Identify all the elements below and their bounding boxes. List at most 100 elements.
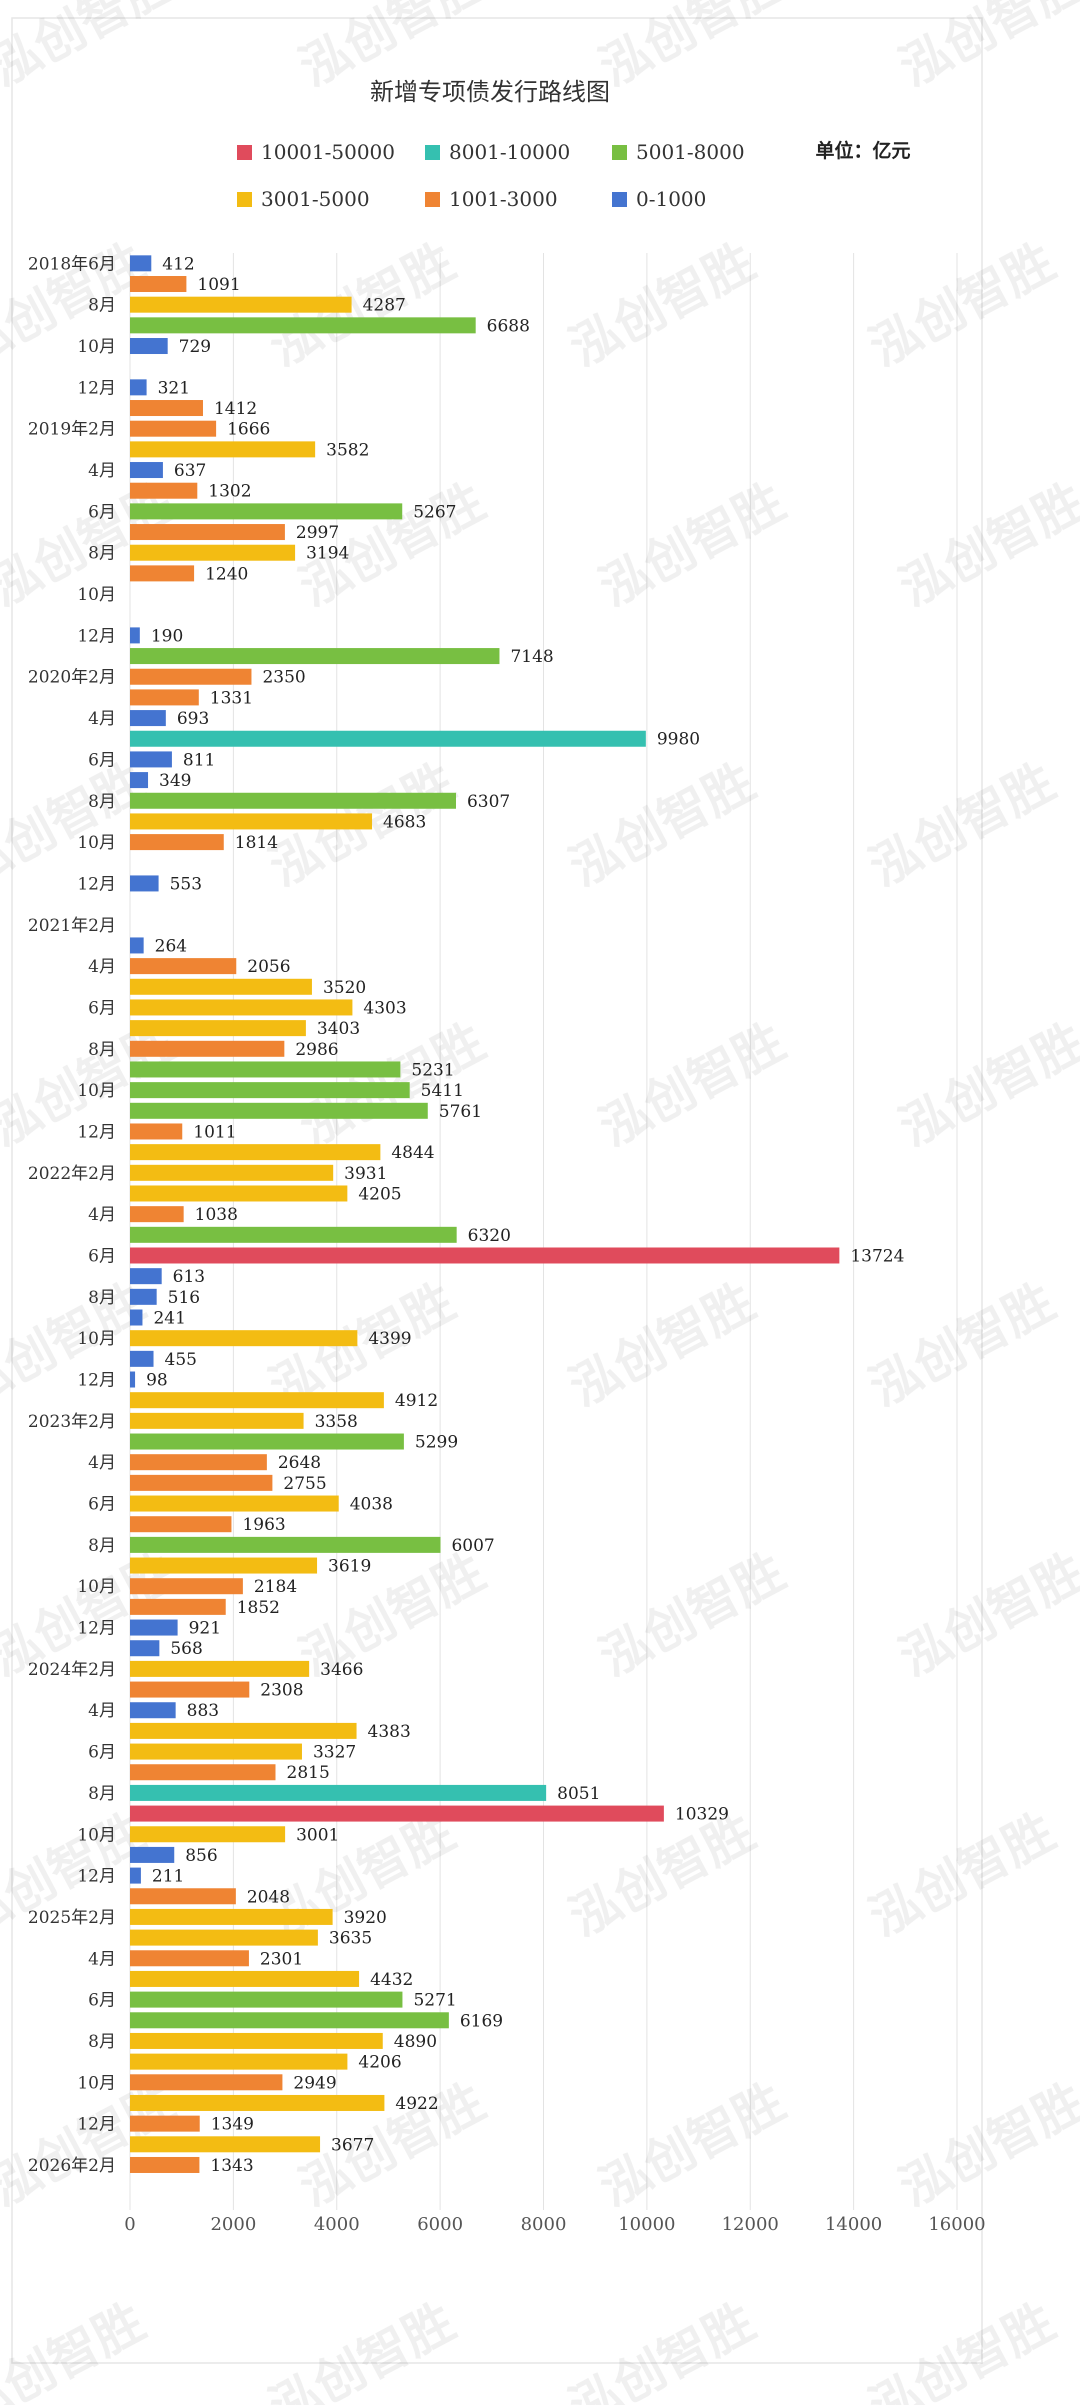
bar [130, 2136, 321, 2153]
bar-value-label: 693 [177, 709, 209, 729]
y-tick-label: 4月 [88, 709, 116, 729]
bar-value-label: 1091 [197, 275, 240, 295]
bar [130, 1040, 285, 1057]
y-tick-label: 4月 [88, 1701, 116, 1721]
bar-value-label: 4303 [363, 998, 406, 1018]
bar-value-label: 3403 [317, 1019, 360, 1039]
bar [130, 1206, 184, 1223]
bar [130, 2074, 283, 2091]
watermark: 泓创智胜 [590, 2072, 794, 2217]
bar [130, 1102, 428, 1119]
bar-value-label: 1011 [193, 1122, 236, 1142]
bar-value-label: 190 [151, 626, 183, 646]
y-tick-label: 10月 [77, 337, 116, 357]
x-tick-label: 0 [124, 2214, 135, 2235]
bar-value-label: 2301 [260, 1949, 303, 1969]
y-tick-label: 4月 [88, 461, 116, 481]
bar-value-label: 1302 [208, 482, 251, 502]
watermark: 泓创智胜 [890, 472, 1080, 617]
bar-value-label: 2056 [247, 957, 290, 977]
bar-value-label: 3466 [320, 1660, 363, 1680]
bar-value-label: 2755 [283, 1474, 326, 1494]
bar-value-label: 1331 [210, 688, 253, 708]
y-tick-label: 6月 [88, 750, 116, 770]
bar [130, 999, 353, 1016]
watermark: 泓创智胜 [860, 2292, 1064, 2405]
bar [130, 1764, 276, 1781]
bar [130, 1640, 160, 1657]
bar [130, 1020, 306, 1037]
y-tick-label: 2019年2月 [28, 420, 116, 440]
y-tick-label: 12月 [77, 874, 116, 894]
bar [130, 1867, 141, 1884]
legend-label: 0-1000 [636, 187, 706, 211]
bar-value-label: 4383 [368, 1722, 411, 1742]
bar [130, 1784, 547, 1801]
bar-value-label: 10329 [675, 1805, 729, 1825]
legend-swatch [237, 192, 252, 207]
y-tick-label: 2020年2月 [28, 668, 116, 688]
bar [130, 1330, 358, 1347]
watermark: 泓创智胜 [890, 1012, 1080, 1157]
bar [130, 1082, 410, 1099]
y-tick-label: 8月 [88, 1040, 116, 1060]
bar-value-label: 3327 [313, 1743, 356, 1763]
bar [130, 1516, 232, 1533]
legend-swatch [612, 192, 627, 207]
bar [130, 730, 646, 747]
bar [130, 276, 187, 293]
bar [130, 379, 147, 396]
bar-value-label: 2184 [254, 1577, 297, 1597]
bar-value-label: 349 [159, 771, 191, 791]
bar-value-label: 412 [162, 254, 194, 274]
bar [130, 317, 476, 334]
watermark: 泓创智胜 [860, 752, 1064, 897]
bar-value-label: 2986 [295, 1040, 338, 1060]
y-tick-label: 4月 [88, 1453, 116, 1473]
y-tick-label: 8月 [88, 1536, 116, 1556]
bar-value-label: 856 [185, 1846, 217, 1866]
x-tick-label: 16000 [928, 2214, 985, 2235]
bar [130, 1681, 250, 1698]
bar [130, 1247, 840, 1264]
legend-label: 10001-50000 [261, 140, 395, 164]
x-tick-label: 2000 [210, 2214, 256, 2235]
y-tick-label: 6月 [88, 502, 116, 522]
bar-value-label: 637 [174, 461, 206, 481]
grid [129, 253, 958, 2210]
bar [130, 503, 403, 520]
bar [130, 524, 285, 541]
bar-value-label: 2997 [296, 523, 339, 543]
legend-label: 3001-5000 [261, 187, 370, 211]
bar-value-label: 321 [158, 378, 190, 398]
bar-value-label: 98 [146, 1371, 168, 1391]
bar [130, 1433, 404, 1450]
bar [130, 2094, 385, 2111]
bar-value-label: 883 [187, 1701, 219, 1721]
bar-value-label: 1412 [214, 399, 257, 419]
bar [130, 834, 224, 851]
bar-value-label: 6320 [468, 1226, 511, 1246]
bar-value-label: 3635 [329, 1929, 372, 1949]
bar [130, 1826, 286, 1843]
bar [130, 1412, 304, 1429]
bar [130, 1454, 267, 1471]
bar [130, 338, 168, 355]
y-tick-label: 12月 [77, 2115, 116, 2135]
bar-value-label: 241 [153, 1309, 185, 1329]
y-tick-label: 8月 [88, 296, 116, 316]
bar-value-label: 5411 [421, 1081, 464, 1101]
bar [130, 1929, 318, 1946]
bar [130, 255, 152, 272]
bar-value-label: 4912 [395, 1391, 438, 1411]
bar [130, 937, 144, 954]
bar-value-label: 6688 [487, 316, 530, 336]
watermark: 泓创智胜 [560, 752, 764, 897]
watermark: 泓创智胜 [590, 1012, 794, 1157]
legend-label: 5001-8000 [636, 140, 745, 164]
y-tick-label: 6月 [88, 1495, 116, 1515]
bar [130, 2032, 383, 2049]
x-tick-label: 4000 [314, 2214, 360, 2235]
bar [130, 1743, 302, 1760]
bar-value-label: 1666 [227, 420, 270, 440]
